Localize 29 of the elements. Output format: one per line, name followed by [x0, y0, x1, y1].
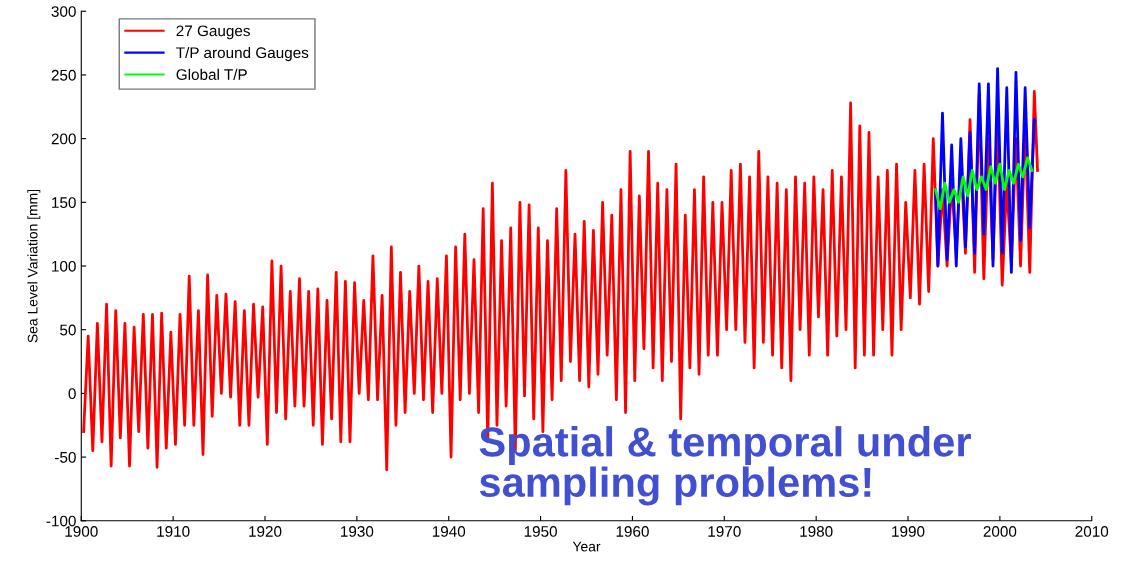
y-tick-label: -50	[55, 451, 76, 463]
y-tick-label: 100	[52, 260, 76, 272]
x-tick-label: 1970	[708, 526, 741, 537]
y-tick-label: 50	[60, 324, 76, 336]
x-tick-label: 2000	[983, 526, 1017, 537]
y-tick-label: 200	[51, 133, 76, 145]
x-tick-label: 2010	[1075, 526, 1109, 537]
x-tick-label: 1930	[341, 526, 374, 537]
y-axis-title: Sea Level Variation [mm]	[27, 189, 41, 343]
y-tick-label: -100	[46, 515, 76, 527]
x-tick-label: 1940	[432, 526, 466, 537]
legend-label: 27 Gauges	[176, 25, 250, 40]
x-tick-label: 1960	[616, 526, 649, 537]
y-tick-label: 300	[51, 6, 76, 17]
line-series	[934, 67, 1036, 274]
annotation: Spatial & temporal under sampling problems!	[479, 426, 971, 506]
line-series	[934, 156, 1034, 211]
x-tick-label: 1990	[892, 526, 925, 537]
y-tick-label: 150	[52, 197, 76, 209]
y-tick-label: 250	[51, 69, 76, 81]
y-tick-label: 0	[68, 388, 76, 400]
x-tick-label: 1980	[800, 526, 833, 537]
legend-label: T/P around Gauges	[176, 46, 309, 62]
x-tick-label: 1910	[157, 526, 190, 537]
x-tick-label: 1900	[65, 526, 98, 537]
x-tick-label: 1920	[249, 526, 282, 537]
legend-label: Global T/P	[176, 68, 247, 80]
x-axis-title: Year	[572, 541, 601, 552]
x-tick-label: 1950	[524, 526, 557, 537]
